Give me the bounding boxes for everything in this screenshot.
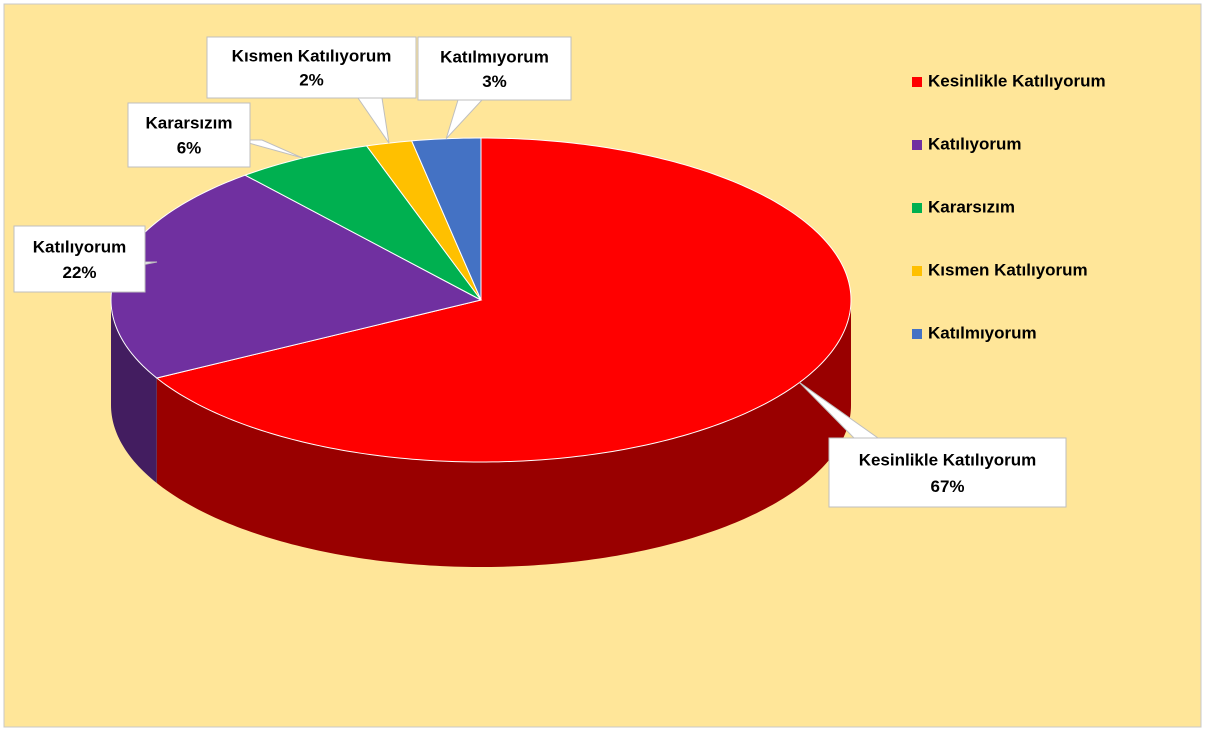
legend-label: Katılıyorum (928, 134, 1022, 153)
data-label-category: Katılmıyorum (440, 47, 549, 66)
pie-side (156, 300, 851, 567)
data-label-box (417, 36, 572, 101)
data-label-value: 3% (482, 72, 507, 91)
legend-swatch (912, 203, 922, 213)
data-label-category: Katılıyorum (33, 237, 127, 256)
legend-swatch (912, 266, 922, 276)
legend-label: Kesinlikle Katılıyorum (928, 71, 1106, 90)
legend-swatch (912, 329, 922, 339)
data-label-value: 67% (930, 477, 964, 496)
data-label-value: 6% (177, 139, 202, 158)
data-label-value: 22% (62, 263, 96, 282)
pie-side (111, 300, 157, 484)
legend-swatch (912, 77, 922, 87)
data-label-box (127, 102, 251, 168)
data-label-category: Kesinlikle Katılıyorum (859, 450, 1037, 469)
data-label-box (206, 36, 417, 99)
legend-label: Kısmen Katılıyorum (928, 260, 1088, 279)
legend-label: Kararsızım (928, 197, 1015, 216)
data-label-box (828, 437, 1067, 508)
data-label-box (13, 225, 146, 293)
data-label-category: Kararsızım (146, 114, 233, 133)
legend-swatch (912, 140, 922, 150)
data-label-category: Kısmen Katılıyorum (232, 47, 392, 66)
legend-label: Katılmıyorum (928, 323, 1037, 342)
data-label-value: 2% (299, 70, 324, 89)
